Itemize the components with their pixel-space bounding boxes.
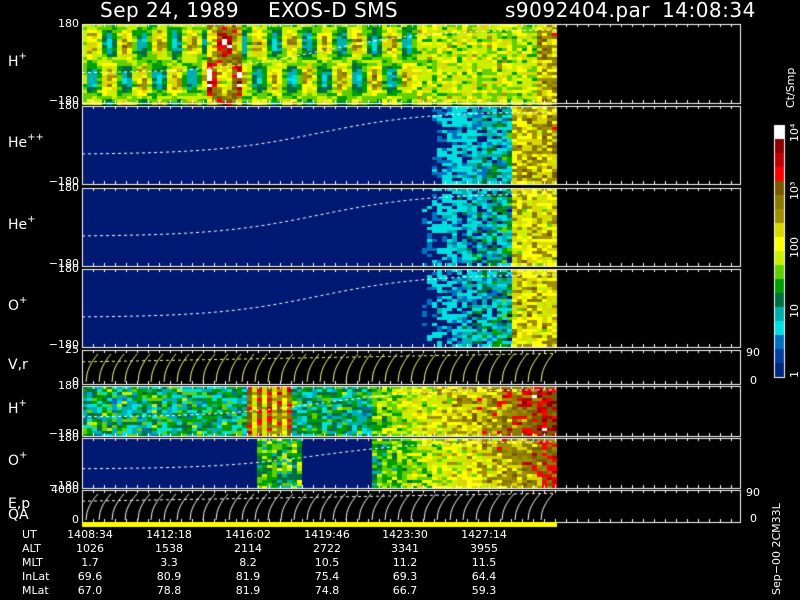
ephemeris-cell: 1419:46 bbox=[304, 528, 350, 541]
axis-bottom-o_plus_2: −180 bbox=[48, 479, 79, 492]
ephemeris-cell: 81.9 bbox=[235, 584, 261, 597]
ephemeris-cell: 64.4 bbox=[471, 570, 497, 583]
ephemeris-cell: 1416:02 bbox=[225, 528, 271, 541]
axis-top-v_r: 25 bbox=[65, 343, 79, 356]
panel-label-o_plus_1: O+ bbox=[8, 295, 28, 314]
panel-label-he_p: He+ bbox=[8, 214, 36, 233]
ephemeris-cell: 2722 bbox=[313, 542, 341, 555]
ephemeris-cell: 2114 bbox=[234, 542, 262, 555]
ephemeris-cell: 3341 bbox=[391, 542, 419, 555]
ephemeris-row-label: MLT bbox=[22, 556, 43, 569]
ephemeris-cell: 3.3 bbox=[160, 556, 178, 569]
qa-label: QA bbox=[8, 507, 29, 523]
ephemeris-cell: 67.0 bbox=[77, 584, 103, 597]
axis-top-he_p: 180 bbox=[58, 181, 79, 194]
axis-bottom-h_plus_1: −180 bbox=[48, 94, 79, 107]
ephemeris-cell: 1.7 bbox=[81, 556, 99, 569]
axis-top-o_plus_2: 180 bbox=[58, 431, 79, 444]
ephemeris-cell: 1427:14 bbox=[461, 528, 507, 541]
ephemeris-cell: 81.9 bbox=[235, 570, 261, 583]
ephemeris-cell: 10.5 bbox=[314, 556, 340, 569]
axis-right-bottom-e_p: 0 bbox=[750, 512, 757, 525]
axis-right-top-v_r: 90 bbox=[746, 346, 760, 359]
colorbar-tick-label: 10⁴ bbox=[788, 123, 800, 142]
axis-bottom-o_plus_1: −180 bbox=[48, 338, 79, 351]
axis-top-h_plus_2: 180 bbox=[58, 379, 79, 392]
axis-bottom-h_plus_2: −180 bbox=[48, 427, 79, 440]
axis-bottom-e_p: 0 bbox=[72, 513, 79, 526]
panel-label-v_r: V,r bbox=[8, 357, 28, 373]
axis-top-he_pp: 180 bbox=[58, 99, 79, 112]
instrument-title: EXOS-D SMS bbox=[268, 0, 399, 22]
ephemeris-cell: 80.9 bbox=[156, 570, 182, 583]
ephemeris-cell: 59.3 bbox=[471, 584, 497, 597]
ephemeris-cell: 1423:30 bbox=[382, 528, 428, 541]
footer-note: Sep−00 2CM33L bbox=[770, 503, 783, 595]
ephemeris-cell: 3955 bbox=[470, 542, 498, 555]
ephemeris-cell: 74.8 bbox=[314, 584, 340, 597]
axis-bottom-he_pp: −180 bbox=[48, 175, 79, 188]
colorbar-tick-label: 10³ bbox=[788, 181, 800, 200]
colorbar-tick-label: 100 bbox=[788, 237, 800, 258]
axis-top-o_plus_1: 180 bbox=[58, 262, 79, 275]
file-name: s9092404.par bbox=[505, 0, 651, 22]
colorbar-unit: Ct/Smp bbox=[784, 67, 797, 108]
ephemeris-cell: 1538 bbox=[155, 542, 183, 555]
panel-label-o_plus_2: O+ bbox=[8, 450, 28, 469]
axis-top-h_plus_1: 180 bbox=[58, 17, 79, 30]
ephemeris-row-label: MLat bbox=[22, 584, 49, 597]
ephemeris-row-label: InLat bbox=[22, 570, 50, 583]
axis-bottom-v_r: 0 bbox=[72, 375, 79, 388]
ephemeris-cell: 69.3 bbox=[392, 570, 418, 583]
ephemeris-cell: 75.4 bbox=[314, 570, 340, 583]
panel-label-h_plus_2: H+ bbox=[8, 398, 27, 417]
file-time: 14:08:34 bbox=[662, 0, 756, 22]
ephemeris-cell: 1412:18 bbox=[146, 528, 192, 541]
ephemeris-row-label: UT bbox=[22, 528, 37, 541]
axis-bottom-he_p: −180 bbox=[48, 257, 79, 270]
ephemeris-cell: 1026 bbox=[76, 542, 104, 555]
axis-top-e_p: 4000 bbox=[51, 483, 79, 496]
ephemeris-cell: 11.2 bbox=[392, 556, 418, 569]
ephemeris-cell: 66.7 bbox=[392, 584, 418, 597]
plot-date: Sep 24, 1989 bbox=[100, 0, 240, 22]
panel-label-e_p: E,p bbox=[8, 496, 31, 512]
panel-label-h_plus_1: H+ bbox=[8, 50, 27, 70]
ephemeris-row-label: ALT bbox=[22, 542, 41, 555]
ephemeris-cell: 1408:34 bbox=[67, 528, 113, 541]
ephemeris-cell: 11.5 bbox=[471, 556, 497, 569]
axis-right-top-e_p: 90 bbox=[746, 486, 760, 499]
ephemeris-cell: 78.8 bbox=[156, 584, 182, 597]
ephemeris-cell: 69.6 bbox=[77, 570, 103, 583]
ephemeris-cell: 8.2 bbox=[239, 556, 257, 569]
colorbar-tick-label: 10 bbox=[788, 304, 800, 318]
colorbar-tick-label: 1 bbox=[788, 371, 800, 378]
axis-right-bottom-v_r: 0 bbox=[750, 374, 757, 387]
panel-label-he_pp: He++ bbox=[8, 132, 44, 151]
